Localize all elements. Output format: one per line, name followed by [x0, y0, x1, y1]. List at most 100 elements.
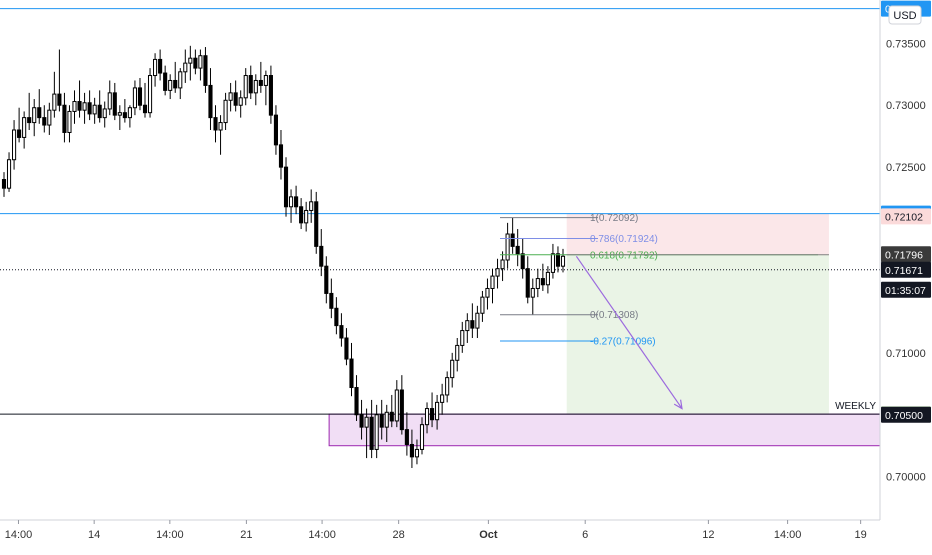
candle	[1, 172, 7, 197]
candle-body-up	[309, 201, 314, 211]
candle	[525, 256, 530, 304]
candle-body-up	[52, 93, 57, 111]
x-tick-label-5: 28	[393, 529, 405, 541]
candle-body-up	[445, 377, 450, 396]
candle-body-up	[32, 107, 37, 124]
candle-body-down	[409, 443, 414, 458]
candle	[550, 243, 555, 279]
candle-body-up	[183, 62, 188, 73]
candle-body-up	[465, 320, 470, 332]
candle	[440, 383, 445, 415]
candle	[374, 404, 379, 459]
candle-body-down	[112, 92, 117, 116]
candle-body-up	[424, 408, 430, 426]
candle	[67, 105, 72, 143]
candle	[394, 380, 399, 428]
candle	[228, 82, 233, 112]
x-tick-label-0: 14:00	[5, 529, 33, 541]
candle	[32, 99, 37, 137]
candle-body-down	[62, 104, 67, 133]
candle-body-down	[515, 245, 520, 255]
x-tick-label-9: 14:00	[774, 529, 802, 541]
candle	[132, 80, 137, 116]
candle-body-up	[6, 159, 12, 189]
price-badge-label-3: 0.71796	[885, 249, 923, 261]
candle	[450, 352, 455, 388]
candle	[163, 65, 168, 96]
candle	[349, 342, 354, 397]
candle	[27, 92, 32, 130]
candle	[178, 68, 183, 100]
x-tick-label-3: 21	[240, 529, 252, 541]
candle	[198, 49, 203, 81]
candle-body-up	[455, 344, 460, 361]
candle-body-down	[430, 408, 435, 421]
candle-body-down	[283, 166, 289, 208]
candle	[218, 115, 223, 155]
candles-layer	[1, 45, 566, 468]
candle	[465, 313, 470, 343]
candle	[424, 402, 430, 434]
candle	[37, 89, 42, 124]
candle	[273, 105, 279, 155]
price-badge-5	[881, 281, 931, 298]
candle-body-down	[510, 233, 515, 247]
candle-body-up	[238, 97, 243, 106]
candle-body-down	[334, 307, 339, 327]
candle-body-down	[193, 57, 198, 69]
candle-body-up	[394, 389, 399, 422]
candle-body-down	[349, 358, 354, 389]
candle-body-down	[27, 117, 32, 124]
fib-label-3: 0(0.71308)	[590, 310, 638, 321]
candle	[203, 47, 208, 93]
x-tick-label-7: 6	[582, 529, 588, 541]
candle	[460, 321, 465, 353]
candle	[142, 82, 148, 118]
candle	[445, 371, 450, 403]
candle	[369, 399, 374, 459]
currency-button[interactable]: USD	[888, 5, 922, 25]
price-badge-2	[881, 208, 931, 225]
fib-label-0: 1(0.72092)	[590, 213, 638, 224]
candle-body-down	[520, 253, 525, 270]
candle	[540, 263, 545, 291]
candle	[490, 268, 495, 304]
candle-body-up	[92, 104, 97, 115]
candle	[430, 392, 435, 428]
candle	[419, 417, 425, 455]
candle-body-down	[203, 55, 208, 86]
candle-body-down	[359, 414, 364, 428]
candle-body-up	[414, 448, 420, 458]
candle-body-up	[288, 196, 294, 208]
candle	[17, 107, 22, 143]
candle	[294, 185, 299, 215]
candle-body-up	[490, 275, 495, 289]
candle	[102, 101, 107, 128]
candle-body-down	[233, 92, 238, 106]
candle	[158, 49, 163, 81]
fib-label-1: 0.786(0.71924)	[590, 234, 658, 245]
candle	[238, 90, 243, 118]
candle-body-up	[188, 57, 193, 64]
candle-body-up	[450, 359, 455, 379]
candle-body-down	[17, 129, 22, 138]
candle	[344, 328, 349, 366]
candle	[153, 53, 158, 87]
candle	[47, 102, 52, 135]
candle-body-up	[102, 108, 107, 119]
candle	[399, 375, 404, 435]
candle-body-up	[243, 75, 248, 99]
price-badge-7	[881, 406, 931, 423]
x-tick-label-10: 19	[855, 529, 867, 541]
candle	[82, 92, 87, 124]
candle	[455, 338, 460, 372]
candle-body-up	[82, 102, 87, 111]
candle	[263, 70, 268, 106]
candle-body-up	[535, 278, 540, 289]
candle	[6, 152, 12, 192]
candle	[339, 313, 344, 347]
candle-body-up	[132, 87, 137, 109]
candle-body-down	[540, 278, 545, 286]
